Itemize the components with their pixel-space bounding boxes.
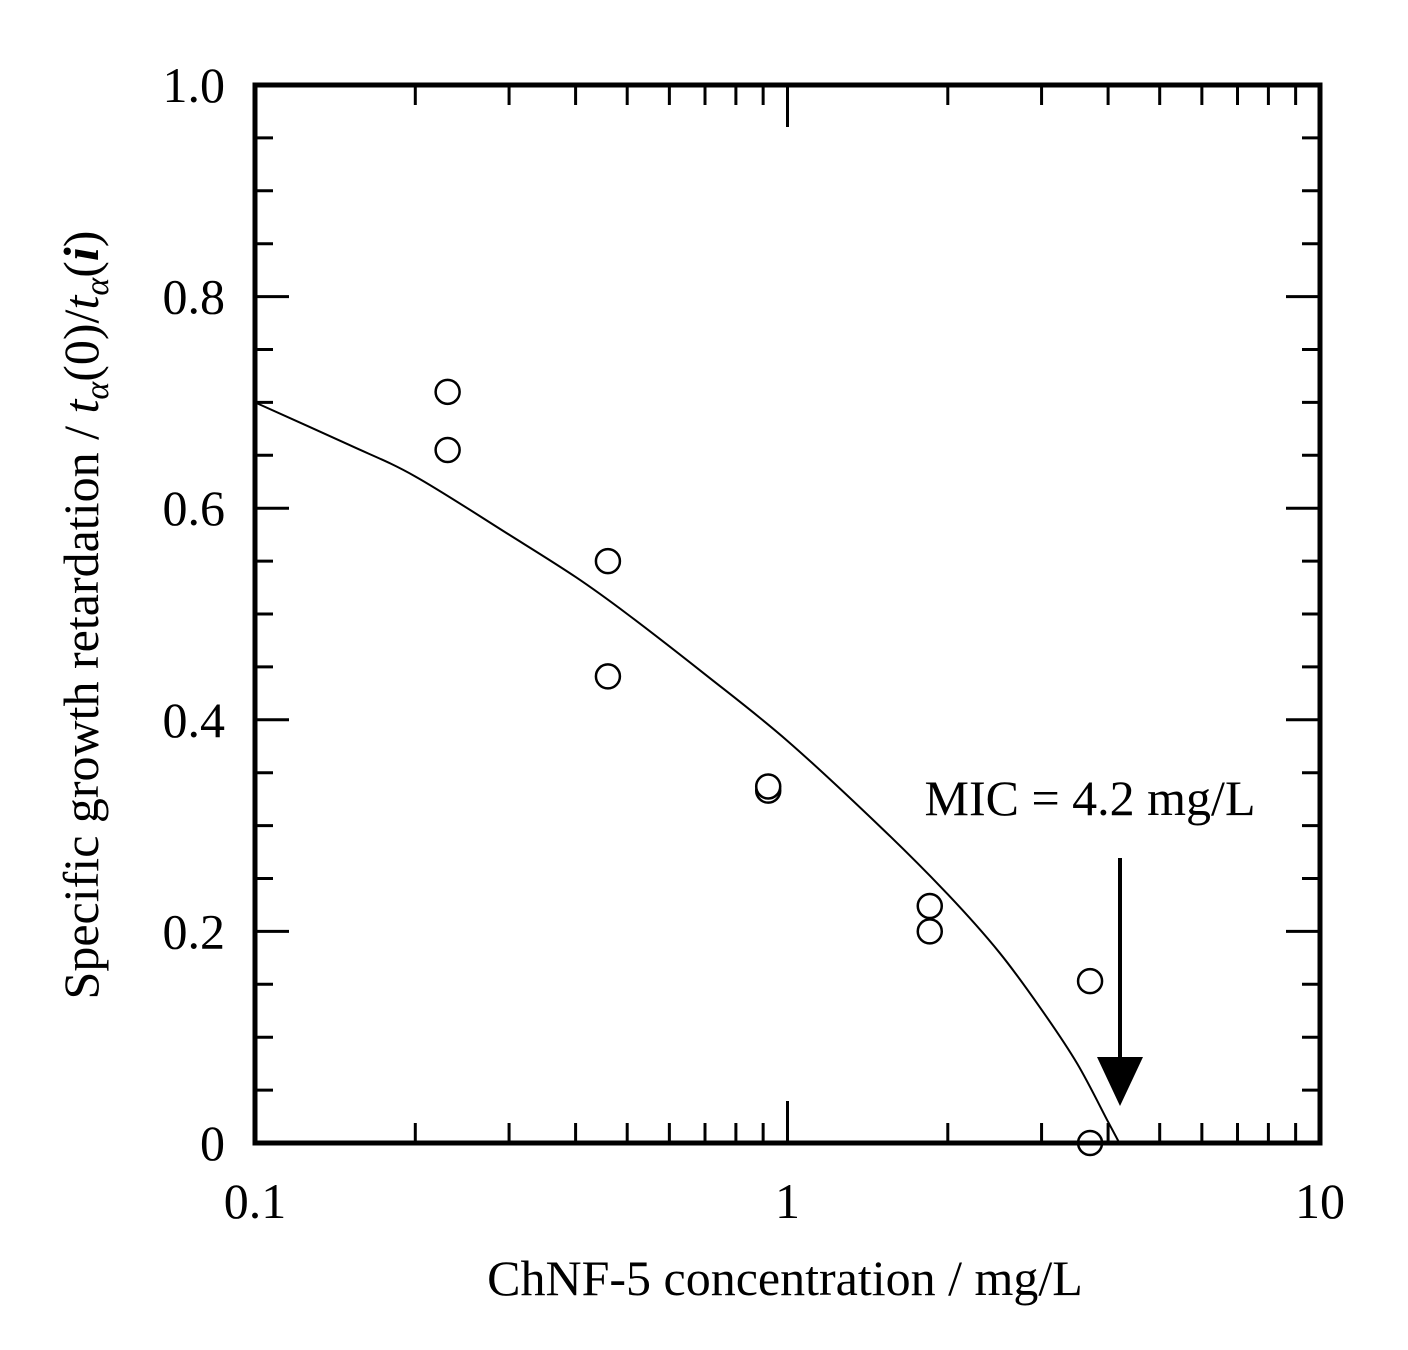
x-axis-title: ChNF-5 concentration / mg/L: [487, 1250, 1083, 1306]
fit-curve: [254, 401, 1121, 1144]
y-tick-label: 0.8: [163, 269, 226, 325]
data-point: [754, 773, 782, 800]
x-tick-label: 10: [1295, 1173, 1345, 1229]
mic-arrow-head: [1097, 1057, 1143, 1106]
data-point: [1076, 967, 1104, 995]
plot-frame: [252, 82, 1323, 1146]
y-axis-title: Specific growth retardation / tα(0)/tα(i…: [53, 231, 116, 1000]
data-point: [916, 918, 944, 945]
data-points: [434, 378, 1104, 1157]
tick-labels: 0.1 1 10 0 0.2 0.4 0.6 0.8 1.0: [163, 57, 1346, 1229]
data-point: [594, 547, 622, 575]
y-tick-label: 0.4: [163, 692, 226, 748]
y-tick-label: 0.2: [163, 903, 226, 959]
data-point: [916, 892, 944, 920]
x-tick-label: 1: [775, 1173, 800, 1229]
data-point: [434, 378, 461, 406]
data-point: [594, 663, 622, 690]
x-tick-label: 0.1: [224, 1173, 287, 1229]
data-point: [434, 436, 461, 464]
y-tick-label: 1.0: [163, 57, 226, 113]
mic-annotation-label: MIC = 4.2 mg/L: [925, 770, 1256, 826]
y-tick-label: 0.6: [163, 480, 226, 536]
tick-marks: [253, 83, 1320, 1145]
y-tick-label: 0: [200, 1115, 225, 1171]
